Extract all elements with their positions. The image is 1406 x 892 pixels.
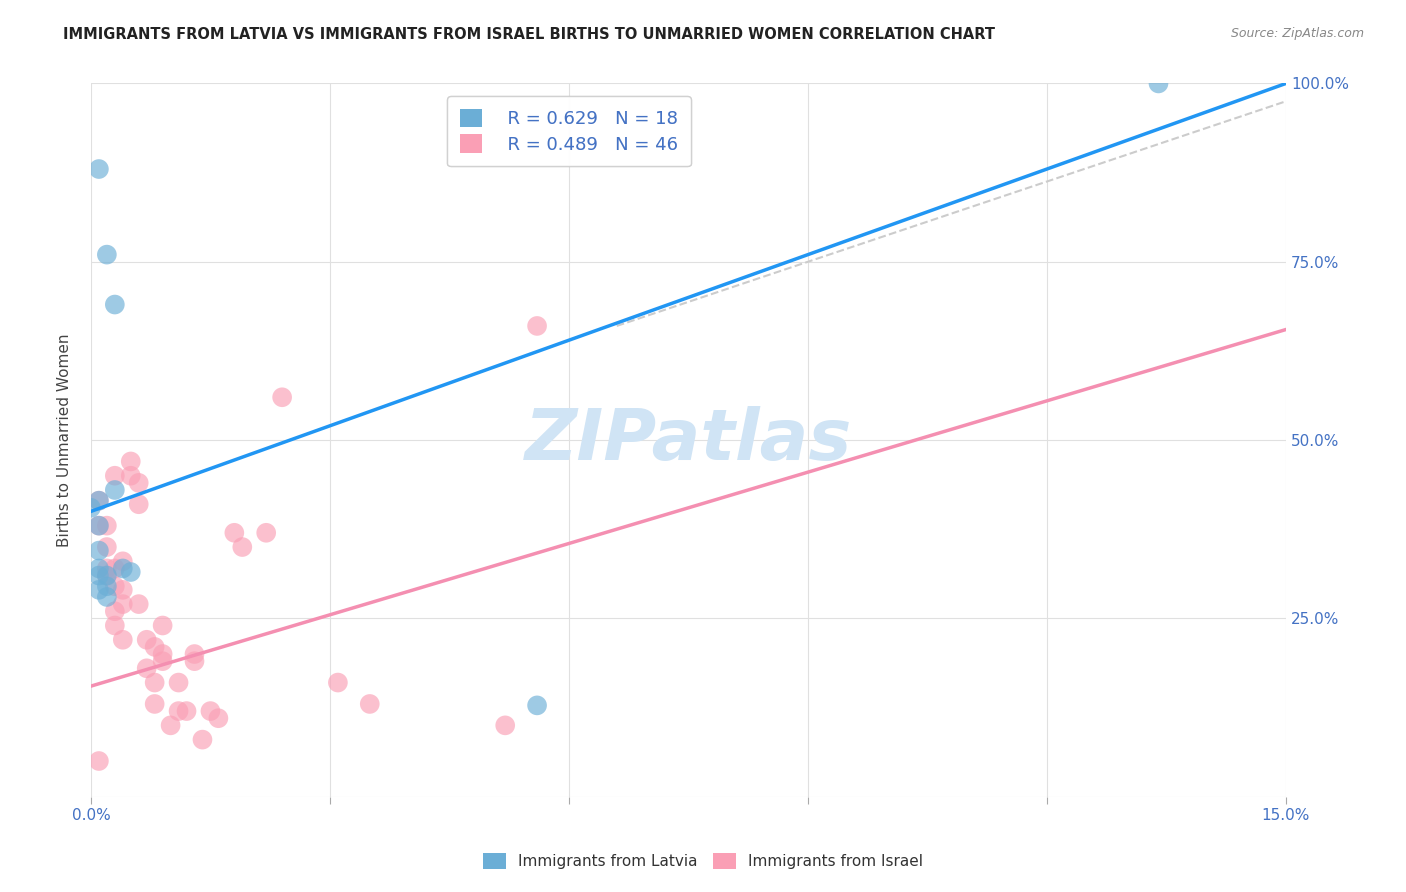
Point <box>1147 77 1170 91</box>
Text: IMMIGRANTS FROM LATVIA VS IMMIGRANTS FROM ISRAEL BIRTHS TO UNMARRIED WOMEN CORRE: IMMIGRANTS FROM LATVIA VS IMMIGRANTS FRO… <box>63 27 995 42</box>
Point <box>104 297 127 311</box>
Point <box>167 675 190 690</box>
Point <box>111 582 134 597</box>
Point <box>152 647 174 661</box>
Point <box>143 675 166 690</box>
Point <box>135 661 157 675</box>
Point <box>176 704 198 718</box>
Point <box>326 675 349 690</box>
Point <box>152 618 174 632</box>
Point <box>96 540 118 554</box>
Point <box>159 718 181 732</box>
Point <box>143 697 166 711</box>
Point <box>231 540 253 554</box>
Point <box>207 711 229 725</box>
Point <box>96 518 118 533</box>
Point <box>120 454 142 468</box>
Point <box>183 647 205 661</box>
Point <box>104 618 127 632</box>
Point <box>143 640 166 654</box>
Point <box>96 590 118 604</box>
Point <box>120 468 142 483</box>
Point <box>87 568 110 582</box>
Point <box>135 632 157 647</box>
Point <box>152 654 174 668</box>
Point <box>200 704 222 718</box>
Legend: Immigrants from Latvia, Immigrants from Israel: Immigrants from Latvia, Immigrants from … <box>477 847 929 875</box>
Point <box>96 568 118 582</box>
Point <box>104 579 127 593</box>
Point <box>104 561 127 575</box>
Point <box>526 698 548 713</box>
Point <box>87 493 110 508</box>
Point <box>128 475 150 490</box>
Point <box>104 483 127 497</box>
Point <box>87 561 110 575</box>
Point <box>120 565 142 579</box>
Point <box>224 525 246 540</box>
Point <box>104 468 127 483</box>
Point <box>183 654 205 668</box>
Point <box>87 518 110 533</box>
Text: Source: ZipAtlas.com: Source: ZipAtlas.com <box>1230 27 1364 40</box>
Point <box>96 247 118 261</box>
Point <box>87 582 110 597</box>
Point <box>87 518 110 533</box>
Point <box>526 318 548 333</box>
Point <box>167 704 190 718</box>
Point <box>254 525 277 540</box>
Point <box>87 493 110 508</box>
Point <box>87 754 110 768</box>
Y-axis label: Births to Unmarried Women: Births to Unmarried Women <box>58 334 72 547</box>
Point <box>96 561 118 575</box>
Point <box>359 697 381 711</box>
Point <box>80 500 103 515</box>
Point <box>128 497 150 511</box>
Point <box>494 718 516 732</box>
Point <box>271 390 294 404</box>
Point <box>111 632 134 647</box>
Point <box>87 161 110 176</box>
Point <box>111 554 134 568</box>
Point <box>191 732 214 747</box>
Point <box>104 604 127 618</box>
Point <box>111 597 134 611</box>
Point <box>128 597 150 611</box>
Point <box>96 568 118 582</box>
Text: ZIPatlas: ZIPatlas <box>524 406 852 475</box>
Legend:   R = 0.629   N = 18,   R = 0.489   N = 46: R = 0.629 N = 18, R = 0.489 N = 46 <box>447 96 690 166</box>
Point <box>87 543 110 558</box>
Point <box>96 579 118 593</box>
Point <box>111 561 134 575</box>
